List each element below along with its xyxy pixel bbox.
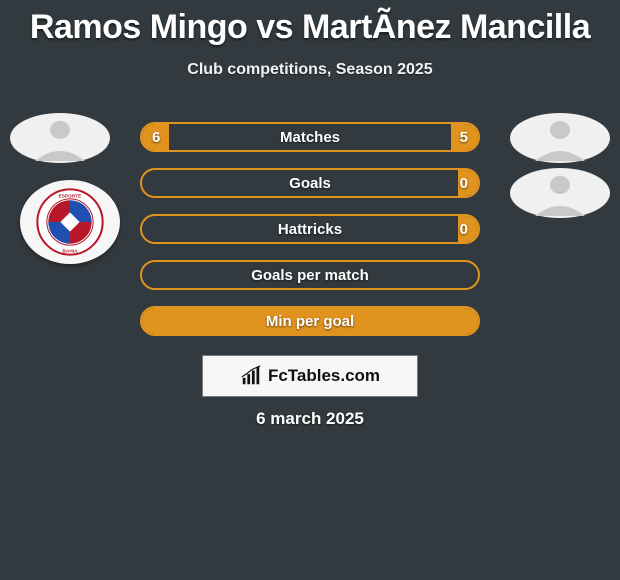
stat-row-min-per-goal: Min per goal	[140, 306, 480, 336]
club-badge-left: ESPORTE BAHIA	[20, 180, 120, 264]
player-right-avatar-2	[510, 168, 610, 218]
stat-label: Min per goal	[266, 313, 354, 330]
stat-label: Matches	[280, 129, 340, 146]
stat-label: Goals per match	[251, 267, 369, 284]
silhouette-icon	[510, 168, 610, 218]
stat-right-value: 5	[460, 124, 468, 150]
fctables-logo: FcTables.com	[202, 355, 418, 397]
stat-row-matches: 6 Matches 5	[140, 122, 480, 152]
page-title: Ramos Mingo vs MartÃnez Mancilla	[0, 0, 620, 47]
stat-label: Hattricks	[278, 221, 342, 238]
svg-text:BAHIA: BAHIA	[62, 249, 78, 255]
stat-right-value: 0	[460, 170, 468, 196]
club-crest-icon: ESPORTE BAHIA	[30, 188, 110, 256]
date-line: 6 march 2025	[0, 409, 620, 429]
silhouette-icon	[10, 113, 110, 163]
stat-right-value: 0	[460, 216, 468, 242]
stats-bars: 6 Matches 5 Goals 0 Hattricks 0 Goals pe…	[140, 122, 480, 352]
stat-row-hattricks: Hattricks 0	[140, 214, 480, 244]
stat-left-value: 6	[152, 124, 160, 150]
page-subtitle: Club competitions, Season 2025	[0, 61, 620, 79]
player-right-avatar-1	[510, 113, 610, 163]
logo-text: FcTables.com	[268, 366, 380, 386]
stat-row-goals: Goals 0	[140, 168, 480, 198]
player-left-avatar	[10, 113, 110, 163]
silhouette-icon	[510, 113, 610, 163]
bar-chart-icon	[240, 365, 262, 387]
svg-text:ESPORTE: ESPORTE	[59, 194, 82, 200]
stat-row-goals-per-match: Goals per match	[140, 260, 480, 290]
stat-label: Goals	[289, 175, 331, 192]
